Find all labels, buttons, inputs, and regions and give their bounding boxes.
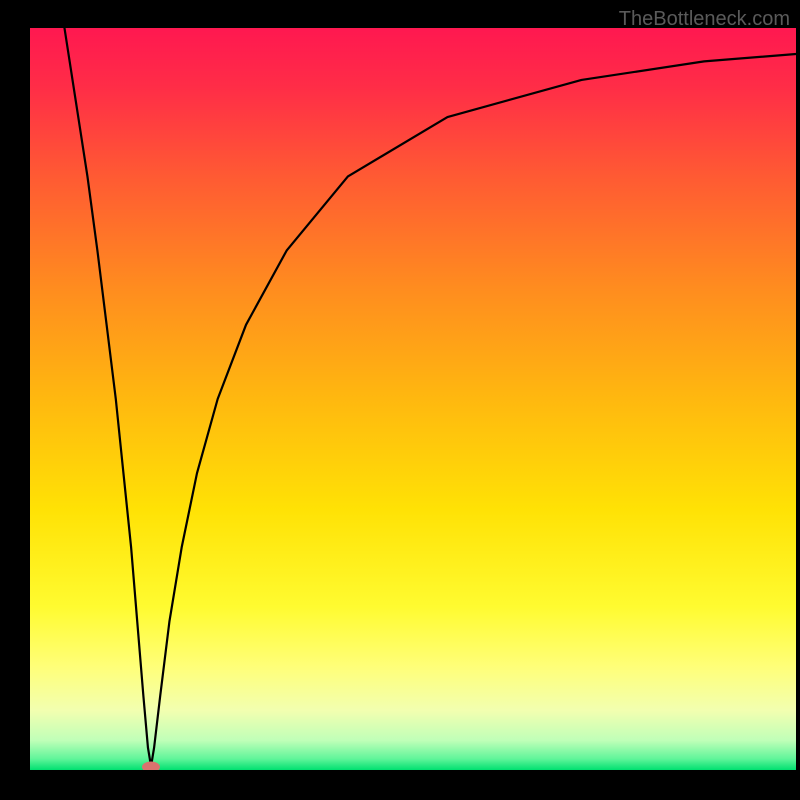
frame-left: [0, 0, 30, 800]
bottleneck-curve: [30, 28, 796, 770]
curve-path: [64, 28, 796, 766]
plot-area: [30, 28, 796, 770]
watermark-text: TheBottleneck.com: [619, 8, 790, 31]
optimal-point-marker: [142, 762, 160, 770]
frame-right: [796, 0, 800, 800]
chart-container: TheBottleneck.com: [0, 0, 800, 800]
frame-bottom: [0, 770, 800, 800]
